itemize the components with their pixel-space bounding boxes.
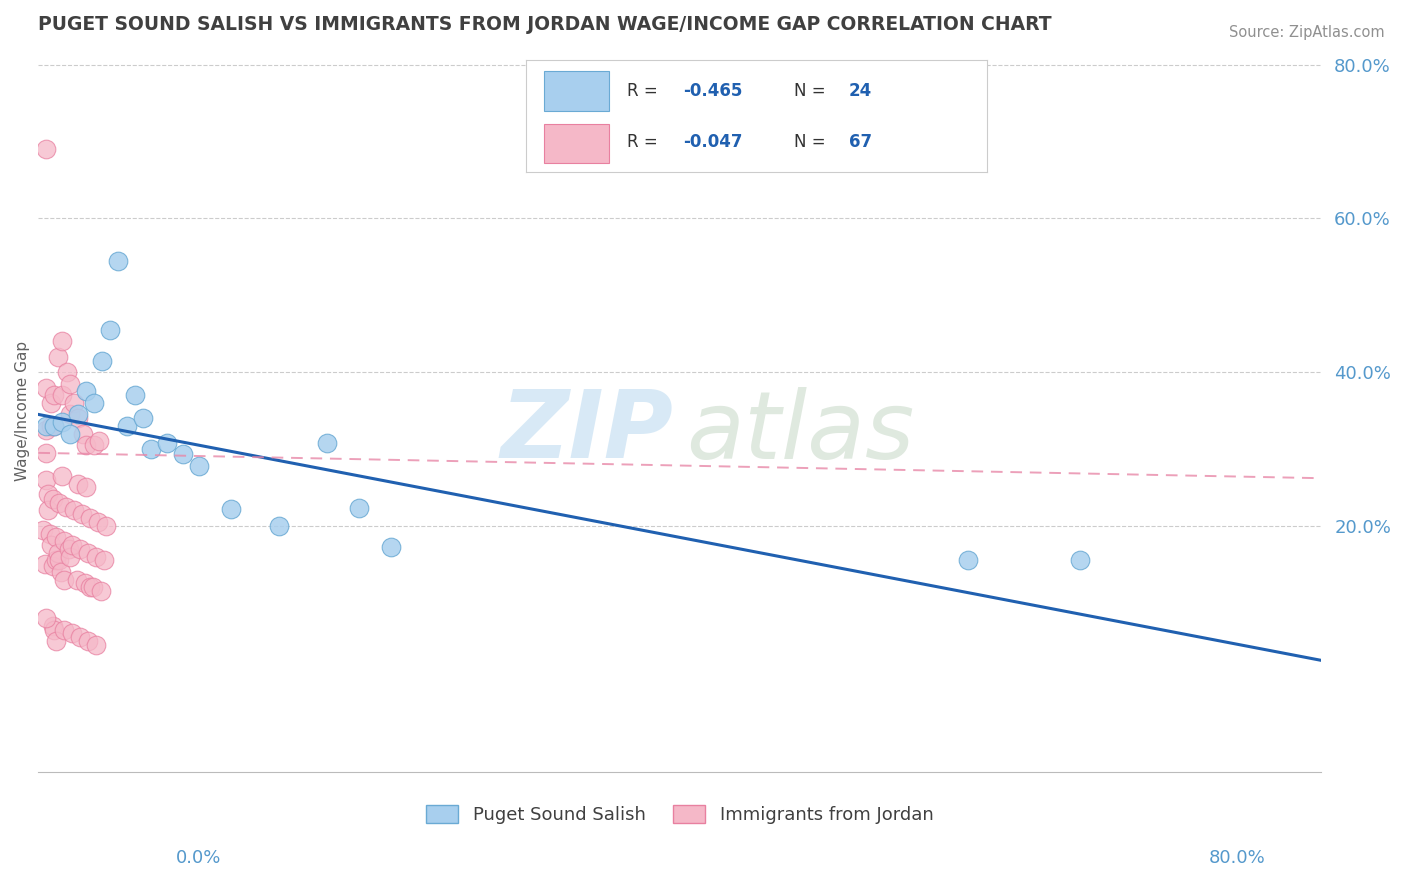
Point bbox=[91, 353, 114, 368]
Point bbox=[155, 435, 177, 450]
Point bbox=[44, 388, 66, 402]
Point bbox=[42, 491, 65, 506]
Point bbox=[48, 553, 70, 567]
Point bbox=[59, 426, 82, 441]
Point bbox=[48, 496, 70, 510]
Point bbox=[51, 388, 73, 402]
Point bbox=[45, 530, 67, 544]
Point bbox=[51, 415, 73, 429]
Text: Source: ZipAtlas.com: Source: ZipAtlas.com bbox=[1229, 25, 1385, 40]
Point bbox=[83, 438, 105, 452]
Point bbox=[35, 380, 58, 394]
Point bbox=[124, 388, 146, 402]
Point bbox=[79, 580, 101, 594]
Point bbox=[84, 549, 107, 564]
Point bbox=[59, 549, 82, 564]
Point bbox=[37, 486, 59, 500]
Point bbox=[32, 523, 55, 537]
Point bbox=[59, 408, 82, 422]
Point bbox=[55, 500, 77, 514]
Point bbox=[75, 480, 97, 494]
Point bbox=[957, 553, 980, 567]
Point bbox=[60, 538, 83, 552]
Point bbox=[53, 573, 76, 587]
Point bbox=[316, 435, 339, 450]
Point bbox=[38, 526, 60, 541]
Point bbox=[69, 630, 91, 644]
Point bbox=[73, 576, 96, 591]
Point bbox=[39, 396, 62, 410]
Point bbox=[380, 540, 402, 554]
Point bbox=[34, 558, 56, 572]
Point bbox=[39, 538, 62, 552]
Point bbox=[44, 623, 66, 637]
Point bbox=[62, 396, 84, 410]
Point bbox=[90, 584, 112, 599]
Point bbox=[46, 350, 69, 364]
Point bbox=[35, 142, 58, 156]
Point bbox=[44, 419, 66, 434]
Text: 0.0%: 0.0% bbox=[176, 849, 221, 867]
Point bbox=[51, 469, 73, 483]
Point bbox=[53, 534, 76, 549]
Point bbox=[89, 434, 111, 449]
Point bbox=[66, 573, 89, 587]
Point bbox=[115, 419, 138, 434]
Point bbox=[187, 458, 209, 473]
Point bbox=[83, 396, 105, 410]
Point bbox=[51, 334, 73, 349]
Point bbox=[84, 638, 107, 652]
Point bbox=[45, 634, 67, 648]
Point bbox=[79, 511, 101, 525]
Point bbox=[60, 626, 83, 640]
Legend: Puget Sound Salish, Immigrants from Jordan: Puget Sound Salish, Immigrants from Jord… bbox=[419, 797, 941, 831]
Point bbox=[62, 503, 84, 517]
Point bbox=[1069, 553, 1091, 567]
Point bbox=[42, 558, 65, 573]
Point bbox=[70, 508, 93, 522]
Point bbox=[35, 419, 58, 434]
Point bbox=[67, 476, 90, 491]
Point bbox=[53, 623, 76, 637]
Point bbox=[69, 541, 91, 556]
Text: 80.0%: 80.0% bbox=[1209, 849, 1265, 867]
Point bbox=[172, 447, 194, 461]
Point bbox=[56, 365, 79, 379]
Point bbox=[82, 580, 104, 594]
Text: atlas: atlas bbox=[686, 387, 914, 478]
Point bbox=[219, 502, 242, 516]
Point bbox=[67, 408, 90, 422]
Point bbox=[77, 546, 100, 560]
Point bbox=[42, 618, 65, 632]
Point bbox=[94, 519, 117, 533]
Point bbox=[107, 253, 129, 268]
Point bbox=[77, 634, 100, 648]
Point bbox=[267, 519, 290, 533]
Point bbox=[35, 473, 58, 487]
Point bbox=[59, 376, 82, 391]
Point bbox=[75, 384, 97, 399]
Point bbox=[100, 323, 122, 337]
Text: PUGET SOUND SALISH VS IMMIGRANTS FROM JORDAN WAGE/INCOME GAP CORRELATION CHART: PUGET SOUND SALISH VS IMMIGRANTS FROM JO… bbox=[38, 15, 1052, 34]
Point bbox=[46, 546, 69, 560]
Point bbox=[67, 411, 90, 425]
Point bbox=[93, 553, 115, 567]
Point bbox=[139, 442, 162, 456]
Point bbox=[45, 553, 67, 567]
Point bbox=[86, 515, 108, 529]
Point bbox=[75, 438, 97, 452]
Point bbox=[35, 423, 58, 437]
Point bbox=[347, 501, 370, 516]
Point bbox=[39, 419, 62, 434]
Point bbox=[58, 541, 80, 556]
Point bbox=[44, 419, 66, 434]
Y-axis label: Wage/Income Gap: Wage/Income Gap bbox=[15, 341, 30, 481]
Point bbox=[72, 426, 94, 441]
Point bbox=[131, 411, 153, 425]
Text: ZIP: ZIP bbox=[501, 386, 673, 478]
Point bbox=[37, 503, 59, 517]
Point bbox=[35, 611, 58, 625]
Point bbox=[35, 446, 58, 460]
Point bbox=[49, 565, 72, 579]
